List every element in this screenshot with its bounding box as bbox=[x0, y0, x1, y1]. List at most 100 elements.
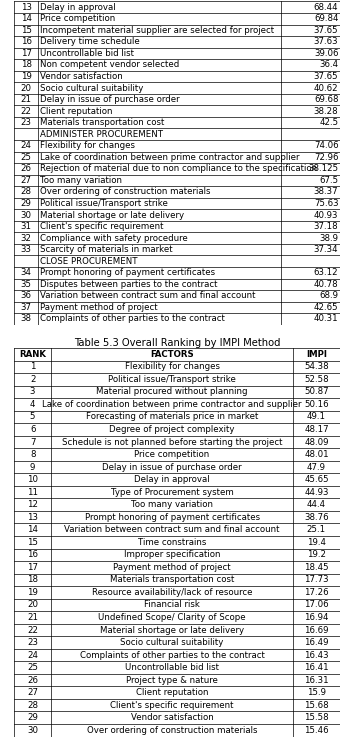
Text: Flexibility for changes: Flexibility for changes bbox=[125, 362, 220, 371]
Text: 42.5: 42.5 bbox=[319, 118, 338, 127]
Text: 3: 3 bbox=[30, 387, 35, 396]
Text: Lake of coordination between prime contractor and supplier: Lake of coordination between prime contr… bbox=[42, 400, 302, 409]
Text: 19: 19 bbox=[21, 72, 32, 81]
Text: Resource availability/lack of resource: Resource availability/lack of resource bbox=[92, 588, 252, 597]
Text: 40.93: 40.93 bbox=[314, 210, 338, 219]
Text: Client's specific requirement: Client's specific requirement bbox=[110, 700, 234, 710]
Text: 22: 22 bbox=[20, 107, 32, 116]
Text: 7: 7 bbox=[30, 438, 35, 446]
Text: 29: 29 bbox=[21, 199, 32, 208]
Text: Degree of project complexity: Degree of project complexity bbox=[109, 425, 235, 434]
Text: 69.84: 69.84 bbox=[314, 14, 338, 24]
Text: Vendor satisfaction: Vendor satisfaction bbox=[40, 72, 123, 81]
Text: 38.9: 38.9 bbox=[320, 234, 338, 243]
Text: 45.65: 45.65 bbox=[304, 475, 329, 484]
Text: 29: 29 bbox=[27, 713, 38, 723]
Text: 74.06: 74.06 bbox=[314, 141, 338, 151]
Text: 1: 1 bbox=[30, 362, 35, 371]
Text: 72.96: 72.96 bbox=[314, 153, 338, 162]
Text: 63.12: 63.12 bbox=[314, 269, 338, 277]
Text: 16: 16 bbox=[20, 38, 32, 46]
Text: Scarcity of materials in market: Scarcity of materials in market bbox=[40, 245, 172, 254]
Text: Improper specification: Improper specification bbox=[124, 551, 220, 559]
Text: 11: 11 bbox=[27, 488, 38, 497]
Text: Uncontrollable bid list: Uncontrollable bid list bbox=[40, 49, 134, 58]
Text: 27: 27 bbox=[20, 176, 32, 185]
Text: 5: 5 bbox=[30, 413, 35, 421]
Text: 48.17: 48.17 bbox=[304, 425, 329, 434]
Text: Client's specific requirement: Client's specific requirement bbox=[40, 222, 163, 231]
Text: Delivery time schedule: Delivery time schedule bbox=[40, 38, 140, 46]
Text: 19: 19 bbox=[27, 588, 38, 597]
Text: 39.06: 39.06 bbox=[314, 49, 338, 58]
Text: 19.4: 19.4 bbox=[307, 538, 326, 547]
Text: Socio cultural suitability: Socio cultural suitability bbox=[120, 638, 224, 647]
Text: 26: 26 bbox=[27, 675, 38, 685]
Text: 6: 6 bbox=[30, 425, 35, 434]
Text: 37.18: 37.18 bbox=[314, 222, 338, 231]
Text: 17.26: 17.26 bbox=[304, 588, 329, 597]
Text: 68.9: 68.9 bbox=[320, 292, 338, 300]
Text: Non competent vendor selected: Non competent vendor selected bbox=[40, 61, 179, 69]
Text: 10: 10 bbox=[27, 475, 38, 484]
Text: Prompt honoring of payment certificates: Prompt honoring of payment certificates bbox=[85, 513, 260, 522]
Text: 49.1: 49.1 bbox=[307, 413, 326, 421]
Text: 31: 31 bbox=[20, 222, 32, 231]
Text: Financial risk: Financial risk bbox=[144, 601, 200, 610]
Text: Incompetent material supplier are selected for project: Incompetent material supplier are select… bbox=[40, 26, 274, 35]
Text: ADMINISTER PROCUREMENT: ADMINISTER PROCUREMENT bbox=[40, 130, 163, 139]
Text: 15.9: 15.9 bbox=[307, 688, 326, 697]
Text: Lake of coordination between prime contractor and supplier: Lake of coordination between prime contr… bbox=[40, 153, 299, 162]
Text: 37.34: 37.34 bbox=[314, 245, 338, 254]
Text: Type of Procurement system: Type of Procurement system bbox=[111, 488, 234, 497]
Text: 47.9: 47.9 bbox=[307, 463, 326, 472]
Text: 37: 37 bbox=[20, 303, 32, 312]
Text: 44.4: 44.4 bbox=[307, 500, 326, 509]
Text: Delay in approval: Delay in approval bbox=[134, 475, 210, 484]
Text: Political issue/Transport strike: Political issue/Transport strike bbox=[40, 199, 168, 208]
Text: 40.31: 40.31 bbox=[314, 314, 338, 323]
Text: 36.4: 36.4 bbox=[319, 61, 338, 69]
Text: Over ordering of construction materials: Over ordering of construction materials bbox=[40, 187, 211, 196]
Text: Material shortage or late delivery: Material shortage or late delivery bbox=[100, 626, 244, 635]
Text: 69.68: 69.68 bbox=[314, 95, 338, 104]
Text: 18: 18 bbox=[20, 61, 32, 69]
Text: 42.65: 42.65 bbox=[314, 303, 338, 312]
Text: 54.38: 54.38 bbox=[304, 362, 329, 371]
Text: 16.41: 16.41 bbox=[304, 663, 329, 672]
Text: Uncontrollable bid list: Uncontrollable bid list bbox=[125, 663, 219, 672]
Text: Undefined Scope/ Clarity of Scope: Undefined Scope/ Clarity of Scope bbox=[98, 613, 246, 622]
Text: FACTORS: FACTORS bbox=[150, 350, 194, 359]
Text: 30: 30 bbox=[20, 210, 32, 219]
Text: Too many variation: Too many variation bbox=[40, 176, 122, 185]
Text: 37.65: 37.65 bbox=[314, 26, 338, 35]
Text: Vendor satisfaction: Vendor satisfaction bbox=[131, 713, 213, 723]
Text: 16.49: 16.49 bbox=[304, 638, 329, 647]
Text: 52.58: 52.58 bbox=[304, 375, 329, 384]
Text: 16.43: 16.43 bbox=[304, 651, 329, 660]
Text: 38.28: 38.28 bbox=[314, 107, 338, 116]
Text: 44.93: 44.93 bbox=[304, 488, 329, 497]
Text: 13: 13 bbox=[20, 3, 32, 12]
Text: Client reputation: Client reputation bbox=[40, 107, 112, 116]
Text: 38: 38 bbox=[20, 314, 32, 323]
Text: 48.09: 48.09 bbox=[304, 438, 329, 446]
Text: 14: 14 bbox=[27, 525, 38, 534]
Text: 21: 21 bbox=[20, 95, 32, 104]
Text: 25: 25 bbox=[20, 153, 32, 162]
Text: 17.06: 17.06 bbox=[304, 601, 329, 610]
Text: 16: 16 bbox=[27, 551, 38, 559]
Text: 23: 23 bbox=[20, 118, 32, 127]
Text: 40.62: 40.62 bbox=[314, 83, 338, 92]
Text: 25.1: 25.1 bbox=[307, 525, 326, 534]
Text: 18.45: 18.45 bbox=[304, 563, 329, 572]
Text: 20: 20 bbox=[20, 83, 32, 92]
Text: 16.31: 16.31 bbox=[304, 675, 329, 685]
Text: 50.16: 50.16 bbox=[304, 400, 329, 409]
Text: Variation between contract sum and final account: Variation between contract sum and final… bbox=[40, 292, 255, 300]
Text: 33: 33 bbox=[20, 245, 32, 254]
Text: Rejection of material due to non compliance to the specification: Rejection of material due to non complia… bbox=[40, 165, 317, 173]
Text: 20: 20 bbox=[27, 601, 38, 610]
Text: Price competition: Price competition bbox=[134, 450, 210, 459]
Text: 32: 32 bbox=[20, 234, 32, 243]
